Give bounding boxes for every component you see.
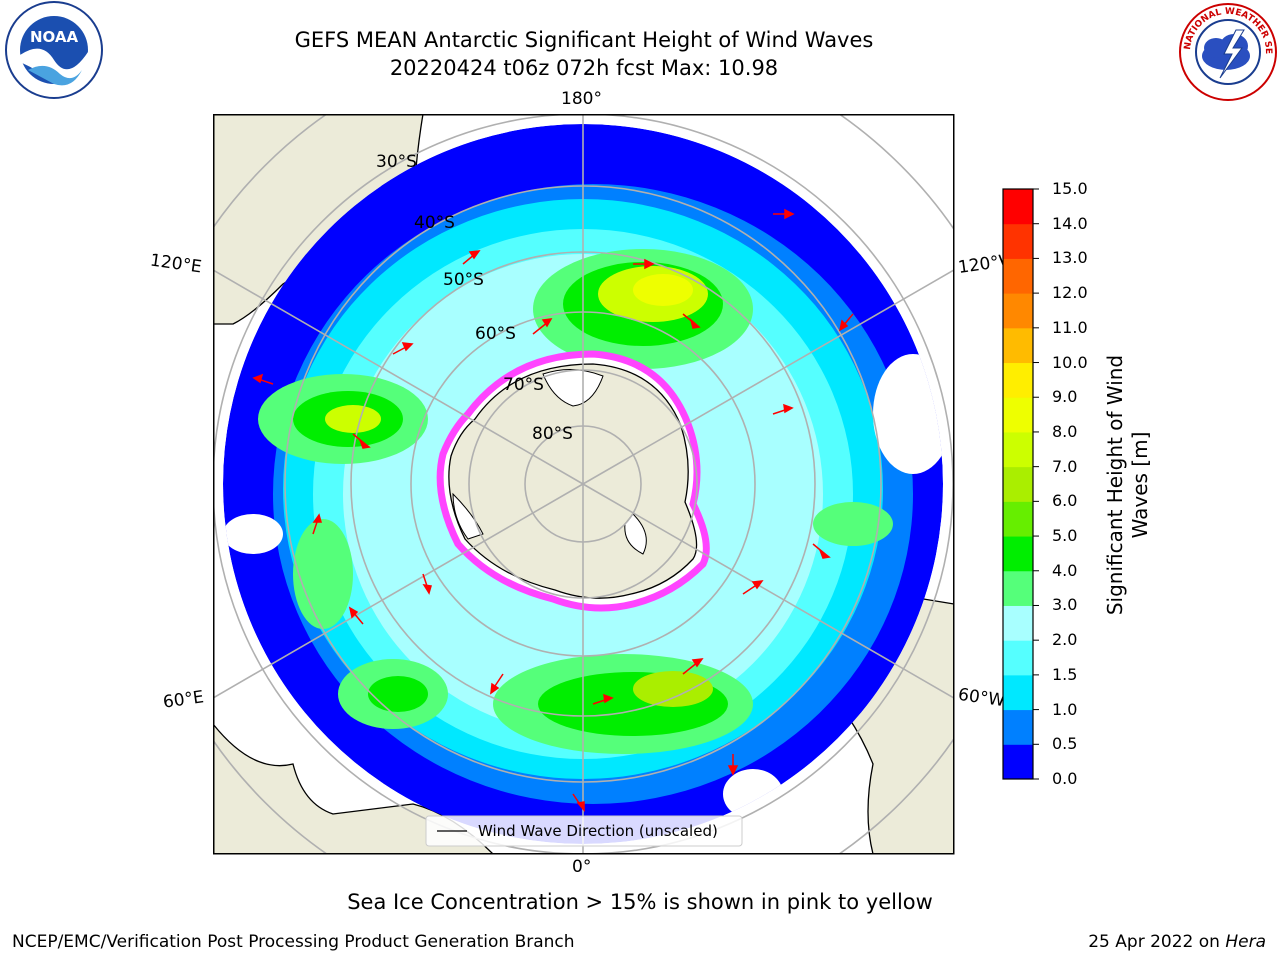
colorbar-segment [1003, 674, 1033, 711]
colorbar-segment [1003, 362, 1033, 398]
colorbar-tick-label: 4.0 [1052, 560, 1078, 580]
chart-subtitle: 20220424 t06z 072h fcst Max: 10.98 [389, 56, 779, 80]
colorbar-segment [1003, 189, 1033, 225]
arrow [727, 754, 739, 776]
arrow [572, 793, 585, 813]
colorbar-segment [1003, 327, 1033, 364]
lon-label-60e: 60°E [161, 687, 206, 713]
arrow [252, 373, 274, 385]
colorbar-tick-label: 5.0 [1052, 526, 1078, 546]
map-legend [425, 815, 743, 847]
colorbar-segment [1003, 431, 1033, 468]
arrow [490, 673, 504, 695]
host-text: Hera [1225, 932, 1266, 952]
colorbar-tick-label: 6.0 [1052, 491, 1078, 511]
arrow [772, 403, 794, 415]
colorbar-tick-label: 13.0 [1052, 248, 1088, 268]
lat-label-80s: 80°S [532, 424, 573, 444]
legend-label: Wind Wave Direction (unscaled) [478, 822, 718, 840]
colorbar-segment [1003, 293, 1033, 329]
sea-ice-note: Sea Ice Concentration > 15% is shown in … [347, 890, 933, 914]
generated-date: 25 Apr 2022 on Hera [1088, 932, 1266, 952]
colorbar-ticks: 0.0 0.5 1.0 1.5 2.0 3.0 4.0 5.0 6.0 7.0 8.0 9.0 10.0… [1052, 0, 1112, 960]
arrow [682, 313, 701, 329]
lon-label-180: 180° [561, 89, 602, 109]
arrow [352, 433, 371, 449]
colorbar-tick-label: 2.0 [1052, 630, 1078, 650]
org-credit: NCEP/EMC/Verification Post Processing Pr… [12, 932, 575, 952]
svg-text:NOAA: NOAA [30, 28, 79, 46]
arrow [532, 318, 553, 335]
colorbar-segment [1003, 258, 1033, 294]
arrow [422, 573, 432, 595]
arrow [812, 543, 831, 559]
colorbar-tick-label: 10.0 [1052, 352, 1088, 372]
colorbar-segment [1003, 466, 1033, 502]
colorbar-border [1002, 188, 1034, 780]
colorbar-segment [1003, 640, 1033, 676]
colorbar-segment [1003, 605, 1033, 641]
colorbar-tick-label: 0.0 [1052, 769, 1078, 788]
colorbar-tick-label: 3.0 [1052, 595, 1078, 615]
nws-logo-icon: NATIONAL WEATHER SERVICE [1176, 2, 1277, 101]
colorbar-tick-label: 8.0 [1052, 421, 1078, 441]
colorbar-segment [1003, 501, 1033, 537]
chart-title: GEFS MEAN Antarctic Significant Height o… [294, 28, 874, 52]
colorbar-segment [1003, 536, 1033, 572]
colorbar-tick-label: 11.0 [1052, 317, 1088, 337]
arrow [592, 693, 614, 705]
arrow [682, 658, 704, 675]
colorbar-tick-label: 14.0 [1052, 213, 1088, 233]
arrow [773, 208, 795, 220]
arrow [462, 250, 481, 265]
colorbar-tick-label: 7.0 [1052, 456, 1078, 476]
arrow [633, 258, 655, 270]
noaa-logo-icon: NOAA [5, 1, 103, 99]
lat-label-40s: 40°S [414, 213, 455, 233]
colorbar-tick-label: 1.5 [1052, 664, 1078, 684]
arrow [312, 513, 322, 535]
polar-map [213, 114, 955, 855]
colorbar-segment [1003, 570, 1033, 606]
arrow [742, 580, 764, 595]
arrow [348, 606, 364, 625]
colorbar [1002, 188, 1039, 780]
colorbar-tick-label: 12.0 [1052, 283, 1088, 303]
date-text: 25 Apr 2022 on [1088, 932, 1220, 952]
lat-label-30s: 30°S [376, 152, 417, 172]
wind-wave-arrows [252, 208, 854, 813]
colorbar-tick-label: 0.5 [1052, 734, 1078, 754]
colorbar-tick-label: 1.0 [1052, 699, 1078, 719]
lat-label-70s: 70°S [503, 375, 544, 395]
colorbar-segment [1003, 397, 1033, 433]
colorbar-segment [1003, 709, 1033, 745]
colorbar-tick-label: 15.0 [1052, 179, 1088, 198]
lat-label-60s: 60°S [475, 324, 516, 344]
map-frame [213, 114, 955, 855]
colorbar-segment [1003, 744, 1033, 780]
lat-label-50s: 50°S [443, 270, 484, 290]
colorbar-segment [1003, 223, 1033, 259]
lon-label-60w: 60°W [956, 684, 1007, 712]
colorbar-tick-label: 9.0 [1052, 387, 1078, 407]
colorbar-label: Significant Height of Wind Waves [m] [1103, 354, 1152, 616]
wave-height-field [223, 124, 943, 844]
arrow [392, 342, 414, 355]
lon-label-120e: 120°E [148, 250, 203, 278]
lon-label-0: 0° [572, 857, 592, 877]
arrow [838, 313, 854, 332]
